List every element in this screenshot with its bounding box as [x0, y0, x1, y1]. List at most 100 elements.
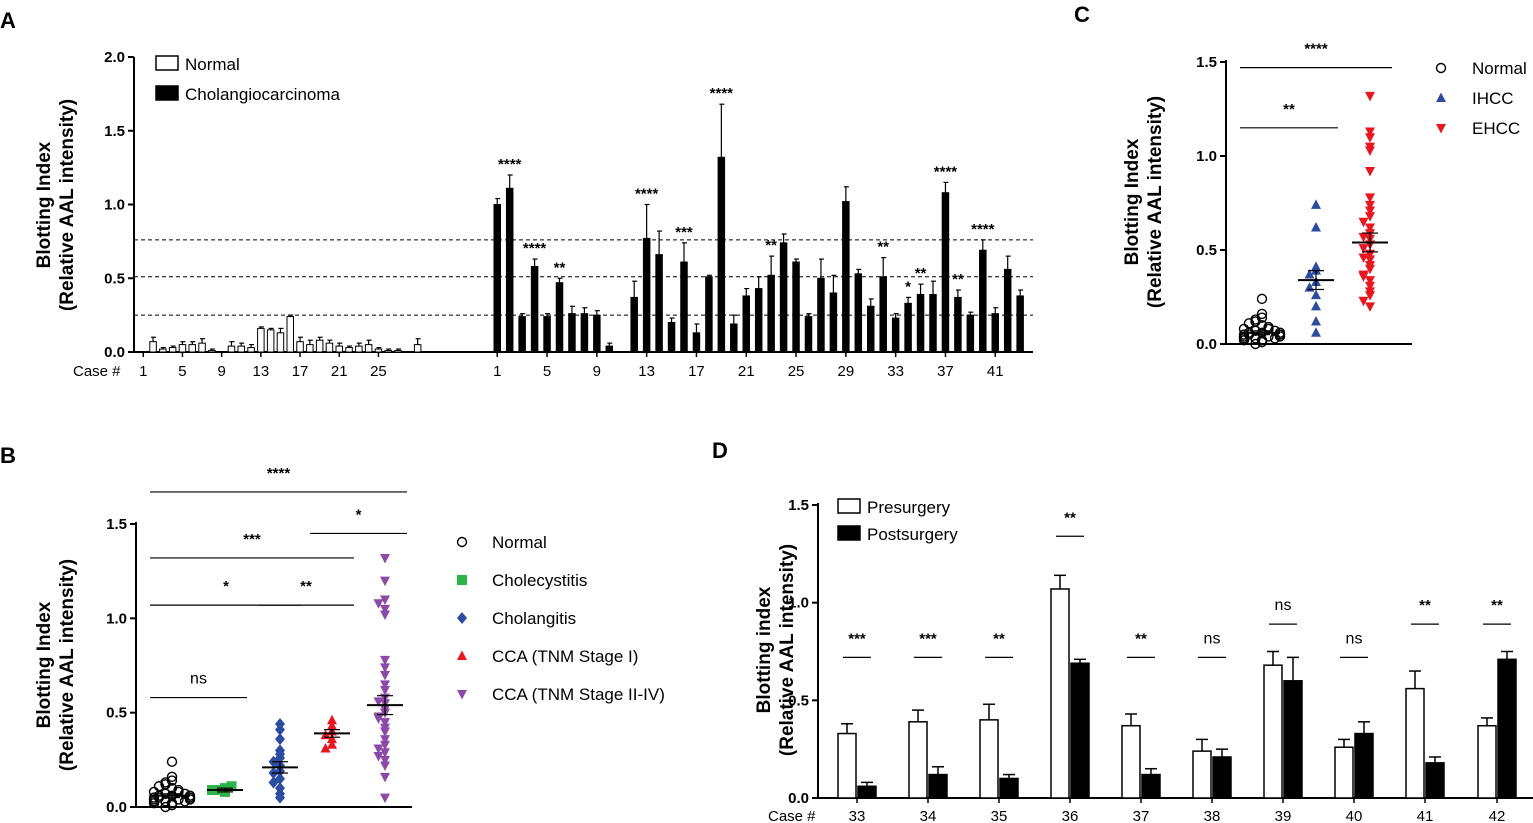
panel-a-x-tick-label: 29: [838, 363, 855, 380]
panel-a-cca-bar: [792, 261, 800, 353]
panel-a-normal-bar: [374, 348, 383, 353]
panel-c-point-ehcc: [1365, 133, 1375, 143]
panel-a-cca-bar: [891, 317, 900, 353]
panel-d-letter: D: [712, 438, 728, 463]
panel-b-point-normal: [160, 777, 171, 788]
panel-c-y-tick-label: 0.0: [1196, 336, 1217, 353]
panel-b-legend-marker: [457, 575, 467, 585]
panel-c-legend-marker: [1435, 62, 1447, 74]
panel-b-point-cca-tnm-stage-ii-iv-: [380, 663, 390, 673]
panel-b-legend-label: Normal: [492, 533, 547, 552]
panel-b-point-cca-tnm-stage-ii-iv-: [380, 761, 390, 771]
panel-b-point-cca-tnm-stage-ii-iv-: [373, 714, 384, 724]
panel-c-point-ihcc: [1304, 268, 1315, 279]
panel-d-postsurgery-bar: [857, 785, 877, 799]
panel-b-legend-label: Cholangitis: [492, 609, 576, 628]
panel-a-cca-bar: [941, 192, 950, 353]
panel-a-normal-bar: [296, 341, 304, 353]
panel-a-x-tick-label: 17: [292, 363, 309, 380]
panel-b-point-cca-tnm-stage-ii-iv-: [380, 595, 390, 605]
panel-d-significance-label: **: [1491, 597, 1503, 614]
panel-a-significance-label: ****: [523, 240, 547, 257]
panel-a-y-tick-label: 0.5: [104, 270, 125, 287]
panel-a-cca-bar: [493, 204, 501, 353]
panel-c-point-ehcc: [1358, 253, 1369, 264]
panel-d-significance-label: ns: [1204, 630, 1221, 647]
panel-a-normal-bar: [394, 350, 402, 353]
panel-a-normal-bar: [188, 344, 196, 353]
panel-a-significance-label: ****: [498, 156, 522, 173]
panel-a-case-label: Case #: [73, 363, 121, 380]
panel-a-normal-bar: [266, 329, 275, 353]
panel-c-point-ehcc: [1365, 223, 1375, 233]
panel-d-significance-label: ***: [919, 630, 937, 647]
panel-b-point-normal: [160, 801, 171, 813]
panel-a-significance-label: **: [877, 239, 889, 256]
panel-b-point-cca-tnm-stage-ii-iv-: [380, 735, 390, 745]
panel-d-x-tick-label: 39: [1275, 808, 1292, 823]
legend-label-normal: Normal: [185, 55, 240, 74]
panel-b-point-cholangitis: [275, 791, 285, 804]
panel-b-point-cca-tnm-stage-ii-iv-: [380, 553, 390, 564]
panel-d-presurgery-bar: [908, 721, 928, 799]
panel-a-normal-bar: [178, 344, 187, 353]
panel-c-point-ehcc: [1365, 255, 1375, 265]
panel-d-presurgery-bar: [1263, 664, 1283, 799]
panel-d-x-tick-label: 38: [1204, 808, 1221, 823]
panel-b-point-cca-tnm-stage-ii-iv-: [373, 697, 384, 707]
panel-a-cca-bar: [991, 313, 999, 353]
panel-a-normal-bar: [364, 344, 373, 353]
panel-b-legend-label: CCA (TNM Stage I): [492, 647, 638, 666]
panel-c-point-ihcc: [1311, 315, 1321, 326]
panel-d-x-tick-label: 42: [1489, 808, 1506, 823]
panel-d-x-tick-label: 41: [1417, 808, 1434, 823]
panel-a-cca-bar: [754, 288, 763, 353]
panel-c-point-ihcc: [1311, 199, 1321, 209]
panel-b-comparison-label: ns: [190, 671, 207, 688]
panel-a-x-tick-label: 41: [987, 363, 1004, 380]
panel-b-point-cholangitis: [275, 733, 285, 746]
panel-c-legend-label: IHCC: [1472, 89, 1514, 108]
panel-a-y-tick-label: 1.5: [104, 123, 125, 140]
panel-d-presurgery-bar: [1050, 588, 1070, 799]
panel-d-postsurgery-bar: [1212, 756, 1232, 799]
panel-a-cca-bar: [966, 314, 975, 353]
panel-a-x-tick-label: 1: [493, 363, 501, 380]
panel-b-point-cca-tnm-stage-ii-iv-: [380, 772, 390, 783]
panel-a-y-tick-label: 0.0: [104, 344, 125, 361]
panel-c-point-normal: [1263, 321, 1274, 333]
panel-b-point-cca-tnm-stage-ii-iv-: [380, 793, 390, 804]
panel-a-significance-label: **: [554, 259, 566, 276]
panel-b-legend: Normal Cholecystitis Cholangitis CCA (TNM S…: [456, 533, 665, 704]
panel-c-point-ihcc: [1311, 265, 1321, 275]
panel-d-presurgery-bar: [1334, 746, 1354, 799]
panel-a-normal-bar: [335, 345, 343, 353]
panel-c-point-ehcc: [1358, 296, 1369, 307]
panel-b-point-normal: [166, 756, 178, 767]
panel-a-x-tick-label: 33: [887, 363, 904, 380]
panel-a-normal-bar: [384, 350, 392, 353]
panel-d-ylabel-line2: (Relative AAL intensity): [777, 544, 798, 756]
panel-a-legend: Normal Cholangiocarcinoma: [155, 55, 341, 104]
panel-d-x-tick-label: 40: [1346, 808, 1363, 823]
panel-b-y-tick-label: 1.0: [106, 610, 127, 627]
panel-a-cca-bar: [916, 293, 925, 353]
panel-c-point-normal: [1250, 338, 1261, 350]
panel-b-point-cca-tnm-stage-ii-iv-: [380, 740, 390, 751]
panel-a-cca-bar: [854, 273, 863, 353]
panel-a-y-axis: 0.0 0.5 1.0 1.5 2.0: [104, 49, 135, 361]
panel-d-y-tick-label: 1.5: [788, 497, 809, 514]
panel-c-legend-marker: [1436, 92, 1446, 102]
panel-a-normal-bar: [306, 344, 314, 353]
panel-c-plot-area: 0.00.51.01.5******: [1196, 41, 1412, 353]
panel-d-y-tick-label: 0.5: [788, 692, 809, 709]
panel-c-point-ehcc: [1365, 206, 1375, 217]
panel-c-legend-label: Normal: [1472, 59, 1527, 78]
panel-a-y-tick-label: 1.0: [104, 197, 125, 214]
panel-a-cca-bar: [555, 282, 564, 353]
panel-b-point-cca-tnm-stage-ii-iv-: [373, 744, 384, 755]
panel-a-x-tick-label: 5: [178, 363, 186, 380]
panel-a-cca-bar: [505, 187, 514, 353]
panel-d-x-tick-label: 35: [991, 808, 1008, 823]
panel-a: A Blotting Index (Relative AAL intensity…: [0, 8, 1033, 380]
